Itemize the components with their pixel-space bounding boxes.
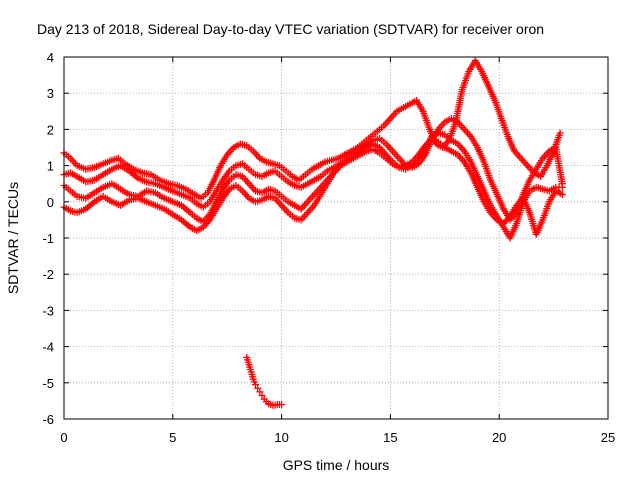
x-tick-label: 20	[492, 430, 506, 445]
series-track-d	[60, 136, 566, 238]
y-tick-label: -6	[42, 412, 54, 427]
data-point	[556, 129, 564, 137]
y-tick-label: -1	[42, 231, 54, 246]
y-tick-label: -2	[42, 267, 54, 282]
data-point	[256, 388, 264, 396]
y-tick-label: 0	[47, 195, 54, 210]
chart-title: Day 213 of 2018, Sidereal Day-to-day VTE…	[37, 21, 544, 37]
x-tick-label: 5	[169, 430, 176, 445]
x-tick-label: 10	[274, 430, 288, 445]
y-axis-label: SDTVAR / TECUs	[5, 182, 21, 294]
data-point	[254, 384, 262, 392]
series-track-e	[243, 353, 286, 409]
y-tick-label: -3	[42, 303, 54, 318]
axis-ticks: 0 5 10 15 20 25 -6 -5 -4 -3 -2 -1 0 1 2 3 4	[42, 50, 615, 445]
x-tick-label: 15	[383, 430, 397, 445]
data-point	[558, 191, 566, 199]
data-point	[258, 391, 266, 399]
x-tick-label: 0	[60, 430, 67, 445]
y-tick-label: -4	[42, 340, 54, 355]
series-track-c	[60, 129, 566, 242]
x-axis-label: GPS time / hours	[283, 457, 390, 473]
y-tick-label: 4	[47, 50, 54, 65]
data-point	[251, 381, 259, 389]
y-tick-label: -5	[42, 376, 54, 391]
data-point	[278, 401, 286, 409]
grid-lines	[64, 57, 608, 419]
x-tick-label: 25	[601, 430, 615, 445]
data-points	[60, 57, 566, 409]
y-tick-label: 2	[47, 122, 54, 137]
data-point	[558, 183, 566, 191]
y-tick-label: 1	[47, 159, 54, 174]
y-tick-label: 3	[47, 86, 54, 101]
series-track-b	[60, 115, 566, 224]
